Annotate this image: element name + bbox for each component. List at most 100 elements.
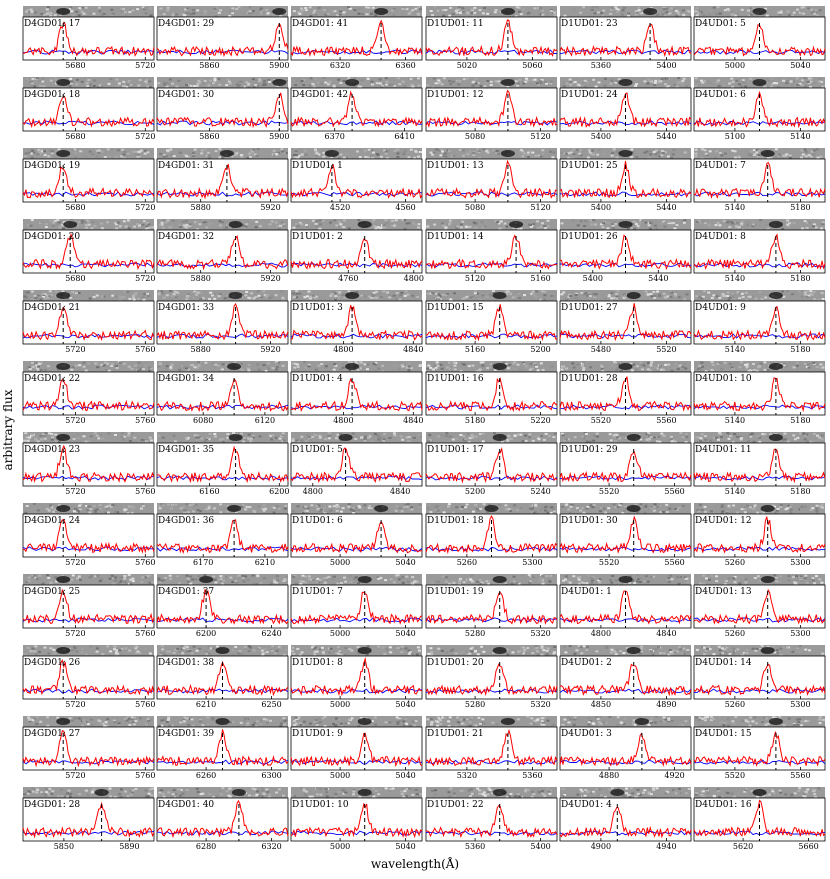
2d-spectrum-thumbnail [426, 219, 557, 230]
tick-label: 5620 [733, 842, 753, 851]
tick-label: 5260 [725, 558, 745, 567]
panel-label: D4GD01: 21 [24, 303, 80, 313]
tick-label: 4800 [333, 416, 353, 425]
tick-label: 5140 [725, 487, 745, 496]
tick-label: 5180 [465, 416, 485, 425]
panel-frame [693, 300, 826, 345]
tick-label: 5920 [260, 345, 280, 354]
panel-label: D4GD01: 39 [158, 729, 214, 739]
panel-frame [290, 655, 423, 700]
spectrum-line [156, 234, 289, 271]
panel-label: D4GD01: 22 [24, 374, 80, 384]
spectrum-line [425, 728, 558, 767]
spectrum-line [425, 446, 558, 484]
tick-label: 5400 [583, 274, 603, 283]
panel-label: D4UD01: 2 [561, 658, 612, 668]
spectrum-line [559, 515, 692, 554]
panel-label: D1UD01: 7 [292, 587, 343, 597]
panel-label: D1UD01: 4 [292, 374, 343, 384]
panel-label: D4GD01: 27 [24, 729, 80, 739]
panel-label: D1UD01: 23 [561, 19, 618, 29]
spectrum-panel: 5260 5300 D4UD01: 12 [693, 503, 826, 567]
spectrum-panel: 5860 5900 D4GD01: 29 [156, 6, 289, 70]
tick-label: 5720 [65, 558, 85, 567]
tick-label: 6320 [330, 61, 350, 70]
spectrum-panel: 5140 5180 D4UD01: 7 [693, 148, 826, 212]
panel-label: D4GD01: 17 [24, 19, 80, 29]
tick-label: 5000 [330, 842, 350, 851]
noise-line [22, 404, 155, 410]
spectrum-panel: 6200 6240 D4GD01: 37 [156, 574, 289, 638]
panel-label: D1UD01: 30 [561, 516, 618, 526]
tick-label: 5000 [330, 700, 350, 709]
2d-spectrum-thumbnail [291, 574, 422, 585]
tick-label: 5900 [269, 61, 289, 70]
spectrum-line [559, 160, 692, 199]
2d-spectrum-thumbnail [23, 503, 154, 514]
tick-label: 5040 [395, 842, 415, 851]
panel-label: D1UD01: 27 [561, 303, 618, 313]
tick-label: 5440 [656, 203, 676, 212]
2d-spectrum-thumbnail [426, 645, 557, 656]
spectrum-panel: 5520 5560 D1UD01: 30 [559, 503, 692, 567]
panel-label: D4UD01: 14 [695, 658, 752, 668]
spectrum-line [290, 304, 423, 341]
tick-label: 6120 [255, 416, 275, 425]
spectrum-line [290, 802, 423, 839]
noise-line [156, 546, 289, 552]
2d-spectrum-thumbnail [23, 77, 154, 88]
noise-line [425, 688, 558, 694]
noise-line [22, 120, 155, 126]
2d-spectrum-thumbnail [426, 503, 557, 514]
spectrum-panel: 5400 5440 D1UD01: 26 [559, 219, 692, 283]
tick-label: 6210 [196, 700, 216, 709]
tick-label: 5040 [395, 700, 415, 709]
spectrum-line [693, 233, 826, 270]
panel-label: D1UD01: 8 [292, 658, 343, 668]
spectrum-panel: 5000 5040 D1UD01: 9 [290, 716, 423, 780]
spectrum-line [22, 519, 155, 554]
spectrum-panel: 5360 5400 D1UD01: 23 [559, 6, 692, 70]
spectrum-panel: 5680 5720 D4GD01: 17 [22, 6, 155, 70]
spectrum-line [22, 166, 155, 199]
panel-label: D4GD01: 26 [24, 658, 80, 668]
panel-label: D4GD01: 40 [158, 800, 214, 810]
panel-label: D1UD01: 25 [561, 161, 618, 171]
2d-spectrum-thumbnail [157, 574, 288, 585]
spectrum-panel: 6080 6120 D4GD01: 34 [156, 361, 289, 425]
panel-label: D4UD01: 16 [695, 800, 752, 810]
2d-spectrum-thumbnail [157, 361, 288, 372]
spectrum-panel: 5140 5180 D4UD01: 10 [693, 361, 826, 425]
spectrum-panel: 5720 5760 D4GD01: 27 [22, 716, 155, 780]
2d-spectrum-thumbnail [560, 290, 691, 301]
tick-label: 5900 [269, 132, 289, 141]
tick-label: 5080 [465, 203, 485, 212]
tick-label: 5720 [135, 61, 155, 70]
noise-line [559, 546, 692, 552]
panel-label: D1UD01: 12 [427, 90, 484, 100]
spectrum-line [559, 663, 692, 697]
tick-label: 5120 [530, 132, 550, 141]
panel-label: D4GD01: 41 [292, 19, 348, 29]
spectrum-line [425, 89, 558, 129]
tick-label: 5140 [725, 345, 745, 354]
spectrum-panel: 5880 5920 D4GD01: 31 [156, 148, 289, 212]
tick-label: 5280 [465, 629, 485, 638]
2d-spectrum-thumbnail [694, 361, 825, 372]
tick-label: 5360 [591, 61, 611, 70]
tick-label: 6280 [196, 842, 216, 851]
panel-label: D1UD01: 22 [427, 800, 484, 810]
tick-label: 5560 [790, 771, 810, 780]
spectrum-line [290, 656, 423, 697]
2d-spectrum-thumbnail [157, 716, 288, 727]
panel-label: D4GD01: 34 [158, 374, 214, 384]
tick-label: 5520 [599, 558, 619, 567]
tick-label: 4800 [591, 629, 611, 638]
tick-label: 5760 [135, 558, 155, 567]
spectrum-panel: 6160 6200 D4GD01: 35 [156, 432, 289, 496]
spectrum-line [290, 238, 423, 270]
spectrum-line [290, 163, 423, 199]
spectrum-panel: 5720 5760 D4GD01: 21 [22, 290, 155, 354]
spectrum-line [22, 95, 155, 129]
tick-label: 5140 [725, 274, 745, 283]
